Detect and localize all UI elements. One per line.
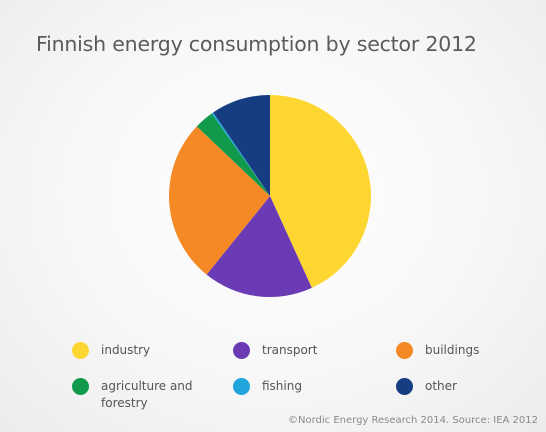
legend-item-buildings: buildings <box>396 342 479 359</box>
legend-label: buildings <box>425 343 480 357</box>
legend-item-other: other <box>396 378 457 395</box>
legend-label: other <box>425 379 457 393</box>
legend-swatch <box>396 342 413 359</box>
pie-slice-fishing <box>211 112 270 196</box>
legend-swatch <box>233 342 250 359</box>
legend-swatch <box>72 378 89 395</box>
legend-swatch <box>72 342 89 359</box>
legend-item-agriculture-and-forestry: agriculture and forestry <box>72 378 221 412</box>
pie-slice-transport <box>206 196 312 297</box>
legend-label: agriculture and forestry <box>101 379 193 410</box>
legend-swatch <box>233 378 250 395</box>
chart-title: Finnish energy consumption by sector 201… <box>36 32 477 56</box>
legend-item-transport: transport <box>233 342 317 359</box>
legend-label: transport <box>262 343 318 357</box>
legend-label: fishing <box>262 379 302 393</box>
pie-slice-buildings <box>169 126 270 275</box>
legend-swatch <box>396 378 413 395</box>
legend-item-industry: industry <box>72 342 150 359</box>
credit-note: ©Nordic Energy Research 2014. Source: IE… <box>287 415 538 426</box>
legend-item-fishing: fishing <box>233 378 302 395</box>
pie-slice-industry <box>270 95 371 288</box>
pie-slice-agriculture-and-forestry <box>196 113 270 196</box>
legend-label: industry <box>101 343 151 357</box>
pie-slice-other <box>213 94 270 196</box>
